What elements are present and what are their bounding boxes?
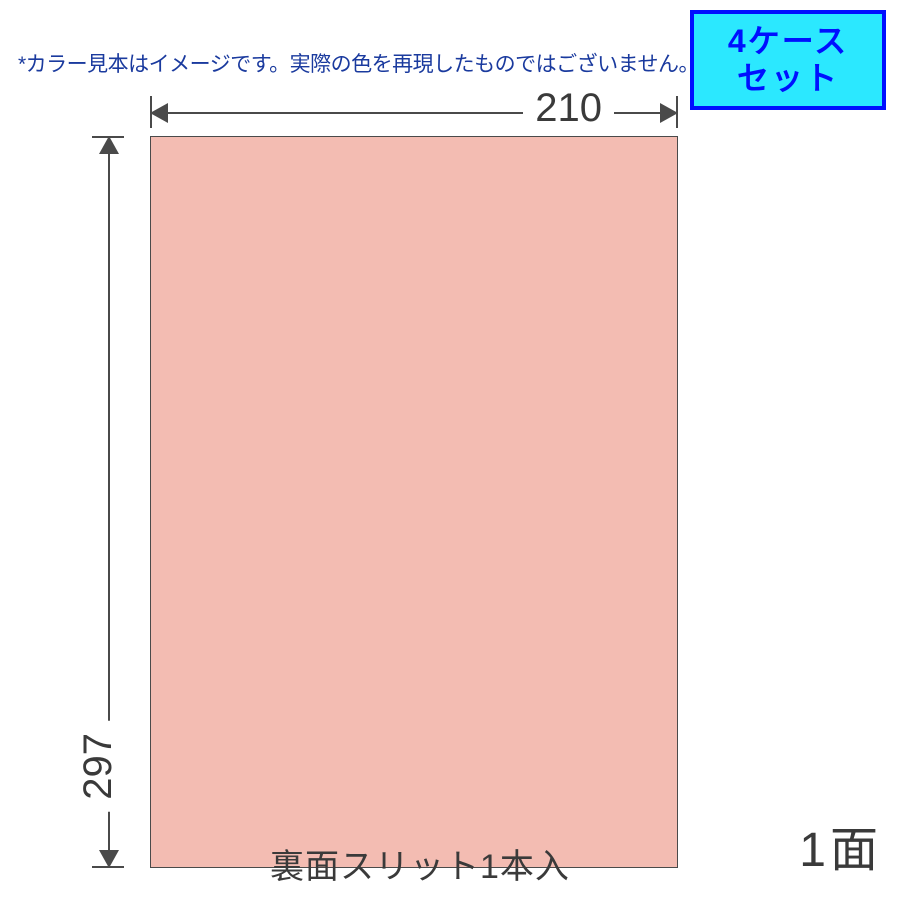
width-value: 210 [523,86,614,131]
arrow-up-icon [99,136,119,154]
label-sheet-diagram: 210 297 [68,88,748,868]
height-dimension: 297 [68,136,150,868]
badge-line-2: セット [737,60,839,97]
back-slit-note: 裏面スリット1本入 [270,839,570,888]
face-count-label: 1面 [799,810,882,880]
dim-tick [676,96,678,128]
arrow-left-icon [150,103,168,123]
badge-line-1: 4ケース [728,23,848,60]
height-value: 297 [76,721,121,812]
color-disclaimer: *カラー見本はイメージです。実際の色を再現したものではございません。 [18,48,699,78]
dim-tick [92,866,124,868]
label-sheet [150,136,678,868]
width-dimension: 210 [150,88,678,136]
